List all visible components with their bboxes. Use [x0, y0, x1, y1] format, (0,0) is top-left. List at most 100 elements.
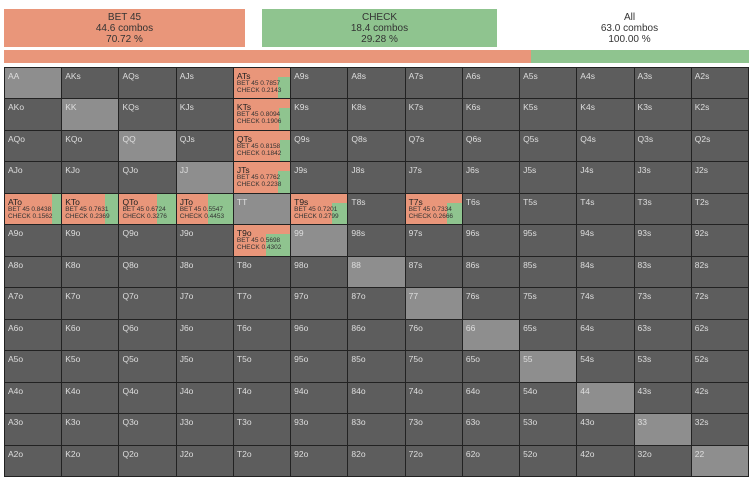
hand-cell-86o[interactable]: 86o: [348, 319, 405, 351]
hand-cell-QTs[interactable]: BET 45 0.8158 CHECK 0.1842 QTs: [233, 130, 291, 162]
hand-cell-T5s[interactable]: T5s: [520, 193, 577, 225]
hand-cell-77[interactable]: 77: [405, 288, 462, 319]
hand-cell-T9s[interactable]: BET 45 0.7201 CHECK 0.2799 T9s: [291, 193, 348, 225]
hand-cell-A6s[interactable]: A6s: [462, 68, 520, 99]
hand-cell-J6o[interactable]: J6o: [176, 319, 233, 351]
hand-cell-97o[interactable]: 97o: [291, 288, 348, 319]
hand-cell-K7s[interactable]: K7s: [405, 99, 462, 130]
hand-cell-J9s[interactable]: J9s: [291, 162, 348, 193]
hand-cell-T2s[interactable]: T2s: [691, 193, 748, 225]
hand-cell-KJs[interactable]: KJs: [176, 99, 233, 130]
hand-cell-52o[interactable]: 52o: [520, 445, 577, 476]
hand-cell-A3s[interactable]: A3s: [634, 68, 691, 99]
hand-cell-ATs[interactable]: BET 45 0.7857 CHECK 0.2143 ATs: [233, 68, 291, 99]
hand-cell-54s[interactable]: 54s: [577, 351, 634, 382]
hand-cell-92o[interactable]: 92o: [291, 445, 348, 476]
hand-cell-Q6o[interactable]: Q6o: [119, 319, 176, 351]
hand-cell-K5o[interactable]: K5o: [62, 351, 119, 382]
hand-cell-J6s[interactable]: J6s: [462, 162, 520, 193]
hand-cell-K6s[interactable]: K6s: [462, 99, 520, 130]
hand-cell-32o[interactable]: 32o: [634, 445, 691, 476]
hand-cell-J8s[interactable]: J8s: [348, 162, 405, 193]
hand-cell-A6o[interactable]: A6o: [5, 319, 62, 351]
hand-cell-64o[interactable]: 64o: [462, 382, 520, 414]
hand-cell-K8o[interactable]: K8o: [62, 256, 119, 288]
hand-cell-AA[interactable]: AA: [5, 68, 62, 99]
hand-cell-K2o[interactable]: K2o: [62, 445, 119, 476]
hand-cell-53s[interactable]: 53s: [634, 351, 691, 382]
hand-cell-95s[interactable]: 95s: [520, 225, 577, 256]
hand-cell-K2s[interactable]: K2s: [691, 99, 748, 130]
hand-cell-Q5s[interactable]: Q5s: [520, 130, 577, 162]
hand-cell-88[interactable]: 88: [348, 256, 405, 288]
hand-cell-94o[interactable]: 94o: [291, 382, 348, 414]
hand-cell-QQ[interactable]: QQ: [119, 130, 176, 162]
hand-cell-J9o[interactable]: J9o: [176, 225, 233, 256]
hand-cell-42o[interactable]: 42o: [577, 445, 634, 476]
hand-cell-87o[interactable]: 87o: [348, 288, 405, 319]
hand-cell-K4o[interactable]: K4o: [62, 382, 119, 414]
hand-cell-86s[interactable]: 86s: [462, 256, 520, 288]
hand-cell-J3o[interactable]: J3o: [176, 414, 233, 445]
hand-cell-74o[interactable]: 74o: [405, 382, 462, 414]
hand-cell-73s[interactable]: 73s: [634, 288, 691, 319]
hand-cell-Q9s[interactable]: Q9s: [291, 130, 348, 162]
hand-cell-82o[interactable]: 82o: [348, 445, 405, 476]
hand-cell-T6o[interactable]: T6o: [233, 319, 291, 351]
hand-cell-98o[interactable]: 98o: [291, 256, 348, 288]
hand-cell-JJ[interactable]: JJ: [176, 162, 233, 193]
hand-cell-K5s[interactable]: K5s: [520, 99, 577, 130]
hand-cell-44[interactable]: 44: [577, 382, 634, 414]
hand-cell-55[interactable]: 55: [520, 351, 577, 382]
hand-cell-ATo[interactable]: BET 45 0.8438 CHECK 0.1562 ATo: [5, 193, 62, 225]
hand-cell-A5o[interactable]: A5o: [5, 351, 62, 382]
hand-cell-93s[interactable]: 93s: [634, 225, 691, 256]
hand-cell-JTs[interactable]: BET 45 0.7762 CHECK 0.2238 JTs: [233, 162, 291, 193]
hand-cell-A4o[interactable]: A4o: [5, 382, 62, 414]
hand-cell-J8o[interactable]: J8o: [176, 256, 233, 288]
hand-cell-KTo[interactable]: BET 45 0.7631 CHECK 0.2369 KTo: [62, 193, 119, 225]
hand-cell-K9o[interactable]: K9o: [62, 225, 119, 256]
hand-cell-Q4o[interactable]: Q4o: [119, 382, 176, 414]
hand-cell-KTs[interactable]: BET 45 0.8094 CHECK 0.1906 KTs: [233, 99, 291, 130]
bet-summary-box[interactable]: BET 45 44.6 combos 70.72 %: [4, 9, 245, 47]
hand-cell-99[interactable]: 99: [291, 225, 348, 256]
hand-cell-K6o[interactable]: K6o: [62, 319, 119, 351]
hand-cell-Q3o[interactable]: Q3o: [119, 414, 176, 445]
hand-cell-96o[interactable]: 96o: [291, 319, 348, 351]
hand-cell-J7o[interactable]: J7o: [176, 288, 233, 319]
hand-cell-66[interactable]: 66: [462, 319, 520, 351]
hand-cell-83o[interactable]: 83o: [348, 414, 405, 445]
hand-cell-33[interactable]: 33: [634, 414, 691, 445]
hand-cell-A8s[interactable]: A8s: [348, 68, 405, 99]
hand-cell-AQo[interactable]: AQo: [5, 130, 62, 162]
hand-cell-AKs[interactable]: AKs: [62, 68, 119, 99]
hand-cell-Q7s[interactable]: Q7s: [405, 130, 462, 162]
hand-cell-J4s[interactable]: J4s: [577, 162, 634, 193]
hand-cell-53o[interactable]: 53o: [520, 414, 577, 445]
hand-cell-43s[interactable]: 43s: [634, 382, 691, 414]
hand-cell-K4s[interactable]: K4s: [577, 99, 634, 130]
hand-cell-85s[interactable]: 85s: [520, 256, 577, 288]
hand-cell-K9s[interactable]: K9s: [291, 99, 348, 130]
hand-cell-TT[interactable]: TT: [233, 193, 291, 225]
hand-cell-Q8o[interactable]: Q8o: [119, 256, 176, 288]
hand-cell-A2o[interactable]: A2o: [5, 445, 62, 476]
hand-cell-QTo[interactable]: BET 45 0.6724 CHECK 0.3276 QTo: [119, 193, 176, 225]
hand-cell-KJo[interactable]: KJo: [62, 162, 119, 193]
hand-cell-T4o[interactable]: T4o: [233, 382, 291, 414]
hand-cell-Q7o[interactable]: Q7o: [119, 288, 176, 319]
hand-cell-63o[interactable]: 63o: [462, 414, 520, 445]
hand-cell-95o[interactable]: 95o: [291, 351, 348, 382]
hand-cell-54o[interactable]: 54o: [520, 382, 577, 414]
hand-cell-Q9o[interactable]: Q9o: [119, 225, 176, 256]
hand-cell-KQs[interactable]: KQs: [119, 99, 176, 130]
hand-cell-A9o[interactable]: A9o: [5, 225, 62, 256]
hand-cell-J4o[interactable]: J4o: [176, 382, 233, 414]
hand-cell-AQs[interactable]: AQs: [119, 68, 176, 99]
hand-cell-J3s[interactable]: J3s: [634, 162, 691, 193]
hand-cell-Q5o[interactable]: Q5o: [119, 351, 176, 382]
hand-cell-52s[interactable]: 52s: [691, 351, 748, 382]
hand-cell-75o[interactable]: 75o: [405, 351, 462, 382]
hand-cell-A8o[interactable]: A8o: [5, 256, 62, 288]
